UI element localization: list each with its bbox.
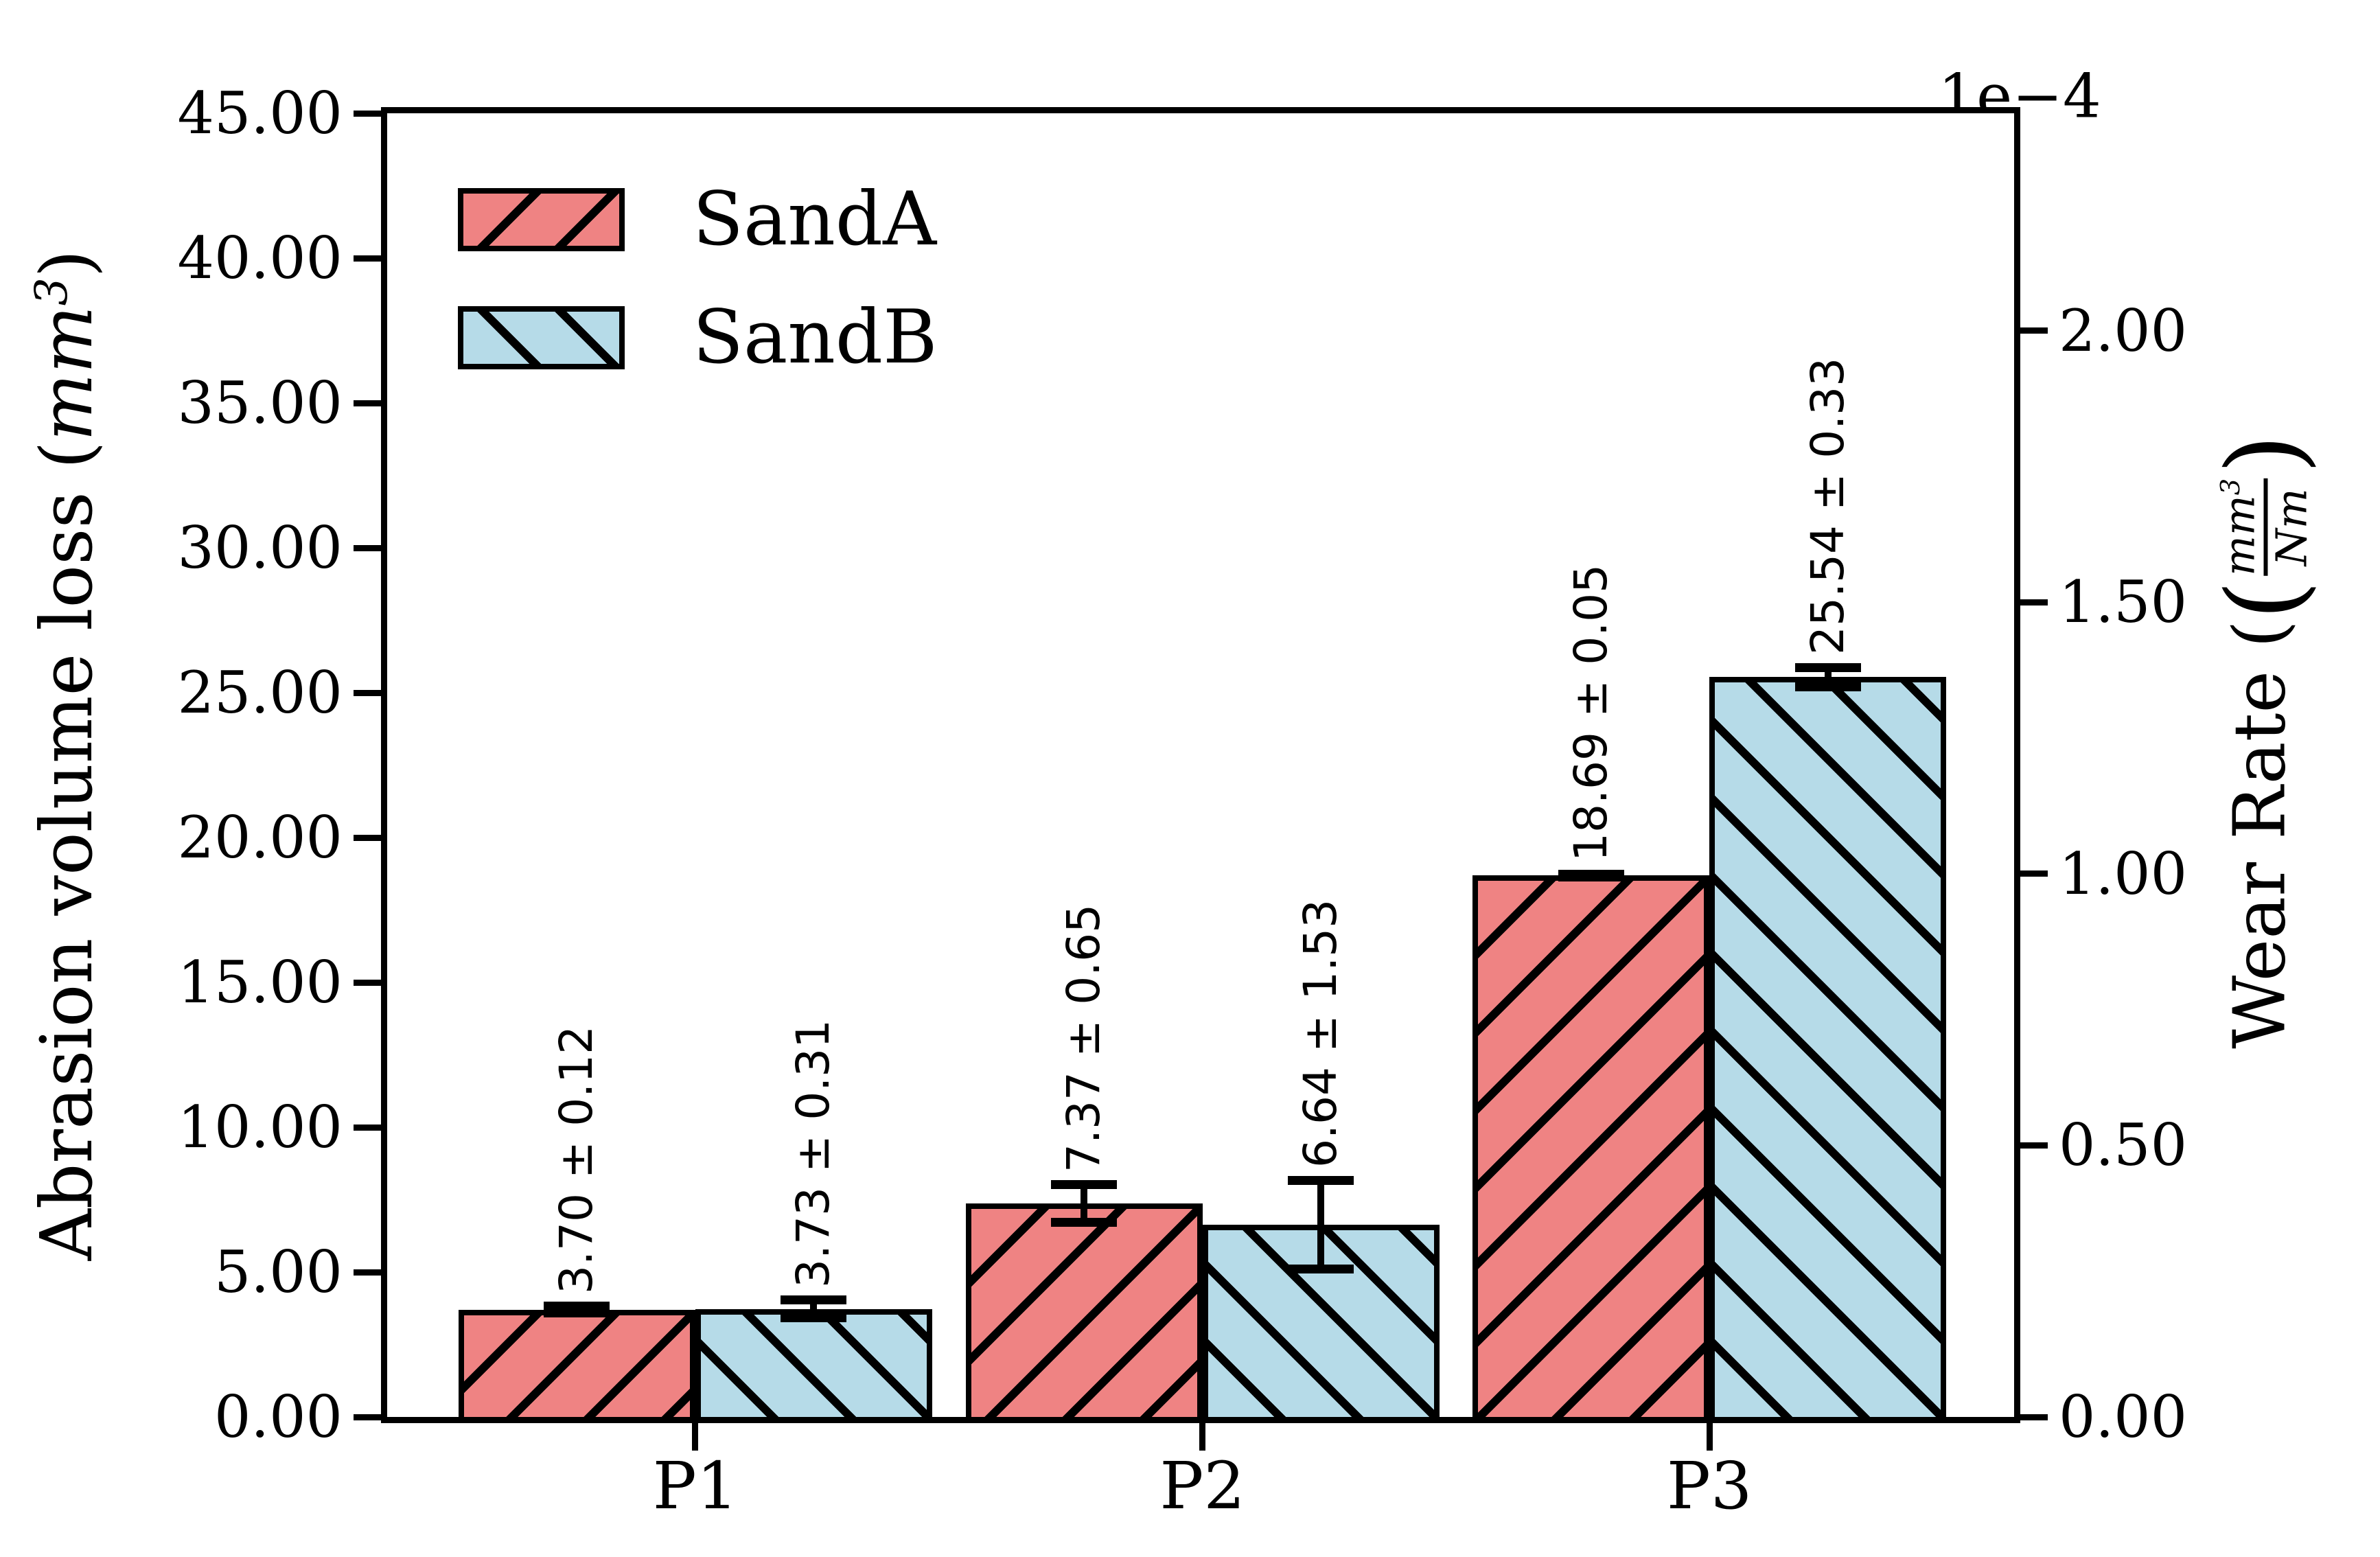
left-axis-tick-label: 15.00 [177,949,343,1016]
bar-sandb-p3 [1709,677,1947,1417]
legend: SandA SandB [458,183,937,424]
error-bar-stem [1824,667,1832,687]
right-axis-tick [2020,1142,2048,1149]
error-bar-cap-bottom [1794,682,1861,691]
legend-label-sandb: SandB [693,295,938,380]
left-axis-tick [354,400,381,406]
right-axis-tick-label: 1.00 [2059,840,2188,908]
error-bar-stem [1081,1184,1088,1223]
right-axis-title: Wear Rate ((mm3 Nm) [2205,434,2325,1049]
bar-sanda-p3 [1472,875,1710,1417]
right-axis-tick [2020,1414,2048,1420]
legend-entry-sandb: SandB [458,301,937,375]
left-axis-tick-label: 40.00 [177,224,343,292]
bar-sanda-p2 [965,1203,1203,1417]
right-axis-tick-label: 2.00 [2059,297,2188,365]
bar-value-label: 3.70 ± 0.12 [550,1025,603,1294]
bar-value-label: 7.37 ± 0.65 [1057,903,1111,1173]
fraction-denominator: Nm [2263,478,2316,576]
bar-value-label: 25.54 ± 0.33 [1801,358,1854,656]
left-axis-tick-label: 30.00 [177,514,343,581]
x-axis-tick-label-p2: P2 [1159,1449,1245,1524]
bar-value-label: 3.73 ± 0.31 [787,1019,840,1288]
right-axis-tick [2020,327,2048,334]
x-axis-tick [692,1423,699,1451]
left-axis-tick [354,1414,381,1420]
left-axis-unit: mm [24,305,108,441]
left-axis-tick [354,1269,381,1276]
legend-swatch-sanda [458,188,625,251]
left-axis-tick [354,689,381,696]
bar-value-label: 18.69 ± 0.05 [1564,564,1617,862]
left-axis-tick-label: 10.00 [177,1094,343,1161]
right-axis-unit-fraction: mm3 Nm [2214,478,2316,576]
left-axis-tick-label: 25.00 [177,659,343,726]
error-bar-cap-top [544,1302,610,1311]
close-paren: ) [2205,434,2325,474]
error-bar-cap-top [781,1295,847,1304]
left-axis-title-suffix: ) [24,249,108,278]
legend-entry-sanda: SandA [458,183,937,257]
bar-value-label: 6.64 ± 1.53 [1294,899,1348,1168]
left-axis-title-text: Abrasion volume loss ( [24,441,108,1261]
left-axis-tick-label: 45.00 [177,80,343,147]
error-bar-cap-top [1794,662,1861,672]
error-bar-cap-bottom [1051,1217,1118,1227]
left-axis-tick [354,834,381,841]
right-axis-tick [2020,599,2048,606]
right-axis-tick [2020,870,2048,877]
left-axis-tick-label: 35.00 [177,369,343,437]
error-bar-stem [810,1300,818,1318]
left-axis-tick-label: 0.00 [213,1383,343,1451]
error-bar-cap-bottom [544,1308,610,1318]
error-bar-stem [1317,1180,1325,1269]
legend-swatch-sandb [458,306,625,369]
fraction-numerator: mm3 [2214,478,2265,576]
left-axis-tick-label: 5.00 [213,1238,343,1306]
x-axis-tick [1706,1423,1713,1451]
error-bar-cap-top [1051,1180,1118,1190]
error-bar-cap-bottom [1558,872,1624,881]
bar-sanda-p1 [458,1309,695,1417]
left-axis-title: Abrasion volume loss (mm3) [24,249,108,1261]
right-axis-tick-label: 1.50 [2059,568,2188,636]
left-axis-tick [354,979,381,986]
left-axis-tick [354,544,381,551]
right-axis-tick-label: 0.00 [2059,1383,2188,1451]
right-axis-tick-label: 0.50 [2059,1111,2188,1179]
bar-sandb-p1 [695,1308,932,1417]
error-bar-cap-bottom [781,1313,847,1323]
left-axis-tick [354,110,381,117]
left-axis-unit-sup: 3 [26,277,78,306]
error-bar-cap-bottom [1288,1264,1354,1273]
x-axis-tick-label-p1: P1 [652,1449,739,1524]
left-axis-tick-label: 20.00 [177,804,343,871]
x-axis-tick-label-p3: P3 [1666,1449,1753,1524]
plot-area: SandA SandB 0.00 5.00 10.00 15.00 20.00 25.00… [178,80,2188,1521]
right-axis-title-text: Wear Rate ( [2217,620,2302,1049]
legend-label-sanda: SandA [693,176,937,262]
left-axis-tick [354,1124,381,1131]
error-bar-cap-top [1288,1175,1354,1185]
left-axis-tick [354,255,381,262]
x-axis-tick [1199,1423,1206,1451]
